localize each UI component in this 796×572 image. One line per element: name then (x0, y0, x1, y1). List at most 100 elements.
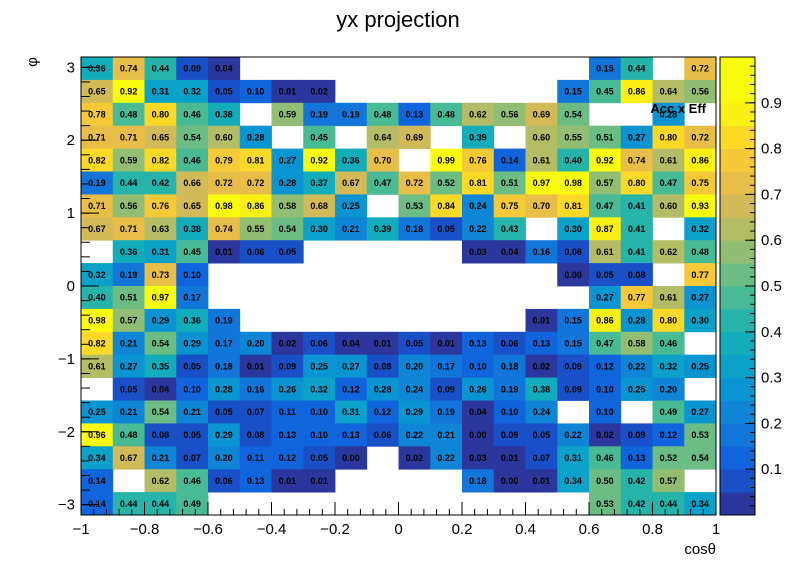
cell-value-label: 0.06 (247, 247, 265, 257)
y-tick-label: 0 (67, 278, 75, 295)
heatmap-cell (462, 354, 495, 378)
cell-value-label: 0.53 (406, 201, 424, 211)
heatmap-cell (366, 423, 399, 447)
color-scale-band (720, 57, 755, 81)
heatmap-cell (620, 194, 653, 218)
heatmap-cell (652, 171, 685, 195)
z-tick-label: 0.1 (761, 461, 782, 478)
cell-value-label: 0.48 (691, 247, 709, 257)
cell-value-label: 0.27 (120, 361, 138, 371)
cell-value-label: 0.36 (88, 64, 106, 74)
heatmap-cell (144, 125, 177, 149)
cell-value-label: 0.04 (501, 247, 519, 257)
heatmap-cell (430, 446, 463, 470)
cell-value-label: 0.86 (628, 87, 646, 97)
cell-value-label: 0.46 (183, 155, 201, 165)
y-axis-label: φ (24, 57, 41, 67)
heatmap-cell (652, 194, 685, 218)
cell-value-label: 0.48 (120, 109, 138, 119)
cell-value-label: 0.21 (152, 453, 170, 463)
cell-value-label: 0.72 (406, 178, 424, 188)
color-scale-band (720, 171, 755, 195)
heatmap-cell (144, 308, 177, 333)
heatmap-cell (112, 125, 145, 149)
cell-value-label: 0.03 (469, 453, 487, 463)
cell-value-label: 0.04 (469, 407, 487, 417)
cell-value-label: 0.14 (88, 499, 106, 509)
heatmap-cell (620, 377, 653, 401)
cell-value-label: 0.67 (120, 453, 138, 463)
cell-value-label: 0.09 (279, 361, 297, 371)
cell-value-label: 0.10 (596, 407, 614, 417)
heatmap-cell (335, 331, 368, 356)
cell-value-label: 0.09 (183, 64, 201, 74)
cell-value-label: 0.61 (596, 247, 614, 257)
heatmap-cell (462, 331, 495, 356)
cell-value-label: 0.42 (628, 476, 646, 486)
x-tick-label: −0.4 (257, 521, 287, 538)
cell-value-label: 0.05 (183, 361, 201, 371)
heatmap-cell (493, 331, 526, 356)
cell-value-label: 0.56 (120, 201, 138, 211)
cell-value-label: 0.20 (215, 453, 233, 463)
heatmap-cell (620, 308, 653, 333)
heatmap-cell (493, 469, 526, 493)
cell-value-label: 0.37 (310, 178, 328, 188)
cell-value-label: 0.27 (691, 407, 709, 417)
cell-value-label: 0.59 (279, 109, 297, 119)
heatmap-cell (144, 377, 177, 401)
x-tick-label: 0.4 (515, 521, 536, 538)
color-scale-band (720, 446, 755, 470)
heatmap-cell (557, 240, 590, 264)
cell-value-label: 0.05 (215, 407, 233, 417)
cell-value-label: 0.67 (88, 224, 106, 234)
heatmap-cell (557, 194, 590, 218)
heatmap-cell (462, 423, 495, 447)
heatmap-cell (589, 469, 622, 493)
cell-value-label: 0.38 (215, 109, 233, 119)
cell-value-label: 0.24 (533, 407, 551, 417)
cell-value-label: 0.54 (691, 453, 709, 463)
heatmap-cell (620, 469, 653, 493)
heatmap-cell (208, 354, 241, 378)
heatmap-cell (144, 217, 177, 241)
cell-value-label: 0.08 (247, 430, 265, 440)
cell-value-label: 0.84 (437, 201, 455, 211)
cell-value-label: 0.41 (628, 201, 646, 211)
cell-value-label: 0.36 (183, 316, 201, 326)
heatmap-cell (620, 79, 653, 104)
cell-value-label: 0.46 (183, 476, 201, 486)
color-scale-band (720, 286, 755, 310)
cell-value-label: 0.81 (564, 201, 582, 211)
cell-value-label: 0.22 (437, 453, 455, 463)
heatmap-cell (303, 194, 336, 218)
heatmap-cell (652, 377, 685, 401)
heatmap-cell (335, 377, 368, 401)
heatmap-cell (335, 102, 368, 127)
cell-value-label: 0.31 (564, 453, 582, 463)
heatmap-cell (525, 331, 558, 356)
x-axis-label: cosθ (684, 541, 716, 558)
heatmap-cell (176, 331, 209, 356)
heatmap-cell (112, 423, 145, 447)
heatmap-cell (303, 400, 336, 424)
cell-value-label: 0.21 (437, 430, 455, 440)
cell-value-label: 0.82 (88, 338, 106, 348)
cell-value-label: 0.20 (247, 338, 265, 348)
cell-value-label: 0.41 (628, 247, 646, 257)
cell-value-label: 0.44 (628, 64, 646, 74)
cell-value-label: 0.28 (374, 384, 392, 394)
cell-value-label: 0.07 (183, 453, 201, 463)
cell-value-label: 0.12 (342, 384, 360, 394)
cell-value-label: 0.58 (628, 338, 646, 348)
cell-value-label: 0.10 (310, 407, 328, 417)
cell-value-label: 0.01 (215, 247, 233, 257)
heatmap-cell (81, 354, 114, 378)
cell-value-label: 0.10 (247, 87, 265, 97)
cell-value-label: 0.51 (120, 293, 138, 303)
y-tick-label: 3 (67, 59, 75, 76)
heatmap-cell (557, 423, 590, 447)
cell-value-label: 0.16 (533, 247, 551, 257)
heatmap-cell (208, 217, 241, 241)
